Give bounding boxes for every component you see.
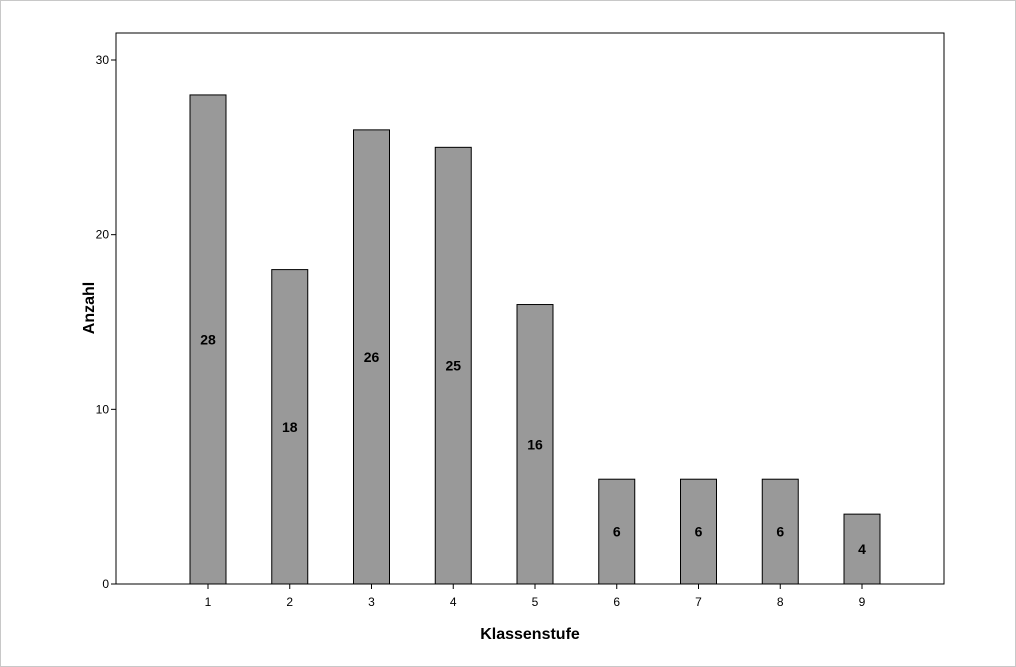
bar-5	[516, 304, 554, 585]
bar-2	[271, 269, 309, 585]
y-axis: 0 10 20 30	[96, 53, 116, 591]
x-tick-label: 5	[532, 595, 539, 609]
data-label-7: 6	[695, 524, 703, 540]
x-tick-label: 3	[368, 595, 375, 609]
bars-group: 28 18 26 25 16 6 6 6 4	[189, 94, 881, 585]
x-tick-label: 8	[777, 595, 784, 609]
y-tick-label: 30	[96, 53, 110, 67]
bar-3	[353, 129, 390, 585]
x-tick-label: 1	[205, 595, 212, 609]
data-label-4: 25	[445, 358, 461, 374]
y-tick-label: 20	[96, 228, 110, 242]
x-tick-label: 2	[286, 595, 293, 609]
x-axis: 1 2 3 4 5 6 7 8 9	[205, 584, 866, 609]
x-tick-label: 4	[450, 595, 457, 609]
bar-1	[189, 94, 227, 585]
data-label-2: 18	[282, 419, 298, 435]
data-label-8: 6	[776, 524, 784, 540]
y-tick-label: 0	[102, 577, 109, 591]
data-label-5: 16	[527, 436, 543, 452]
bar-6	[598, 478, 636, 585]
data-label-3: 26	[364, 349, 380, 365]
y-axis-title: Anzahl	[81, 282, 98, 334]
bar-4	[434, 146, 472, 585]
x-axis-title: Klassenstufe	[480, 626, 580, 643]
x-tick-label: 6	[613, 595, 620, 609]
data-label-9: 4	[858, 541, 866, 557]
bar-9	[843, 513, 881, 585]
x-tick-label: 7	[695, 595, 702, 609]
data-label-1: 28	[200, 331, 216, 347]
bar-7	[680, 478, 717, 585]
y-tick-label: 10	[96, 402, 110, 416]
x-tick-label: 9	[859, 595, 866, 609]
data-label-6: 6	[613, 524, 621, 540]
